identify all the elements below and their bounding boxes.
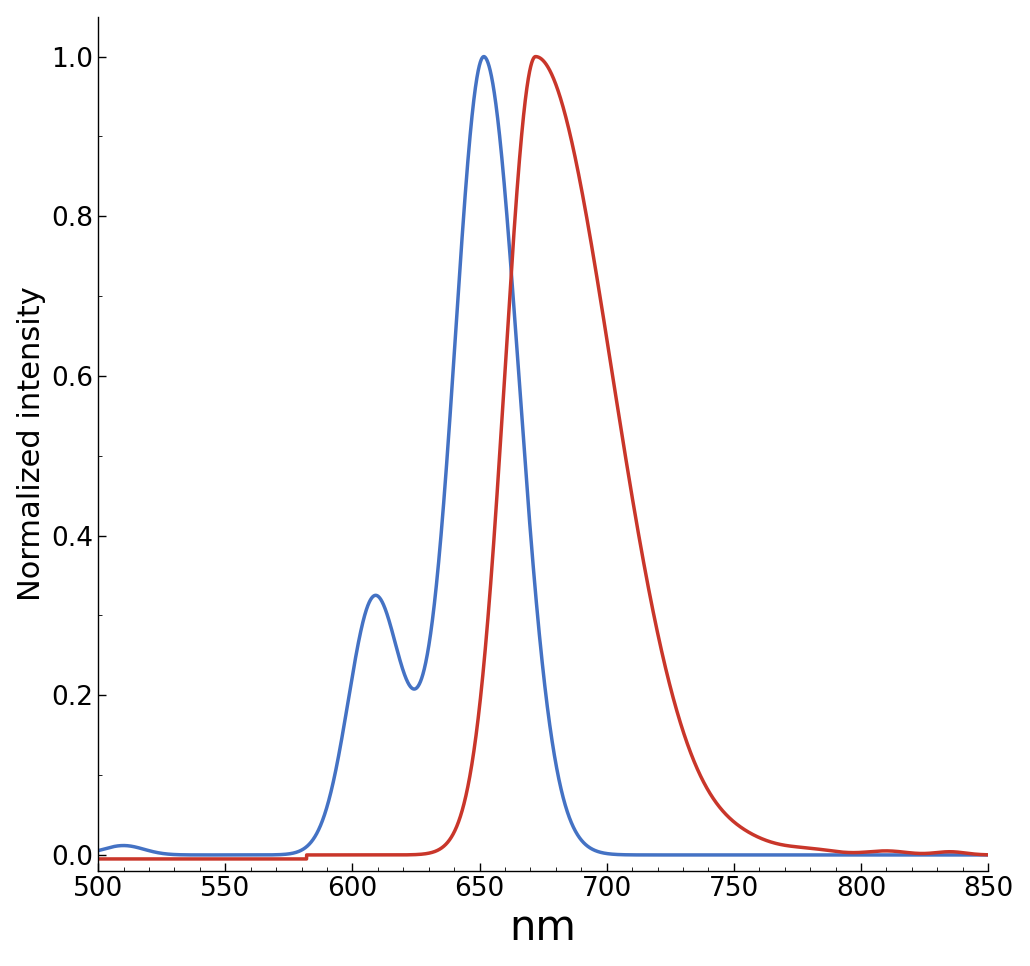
X-axis label: nm: nm <box>510 907 577 950</box>
Y-axis label: Normalized intensity: Normalized intensity <box>16 286 45 601</box>
